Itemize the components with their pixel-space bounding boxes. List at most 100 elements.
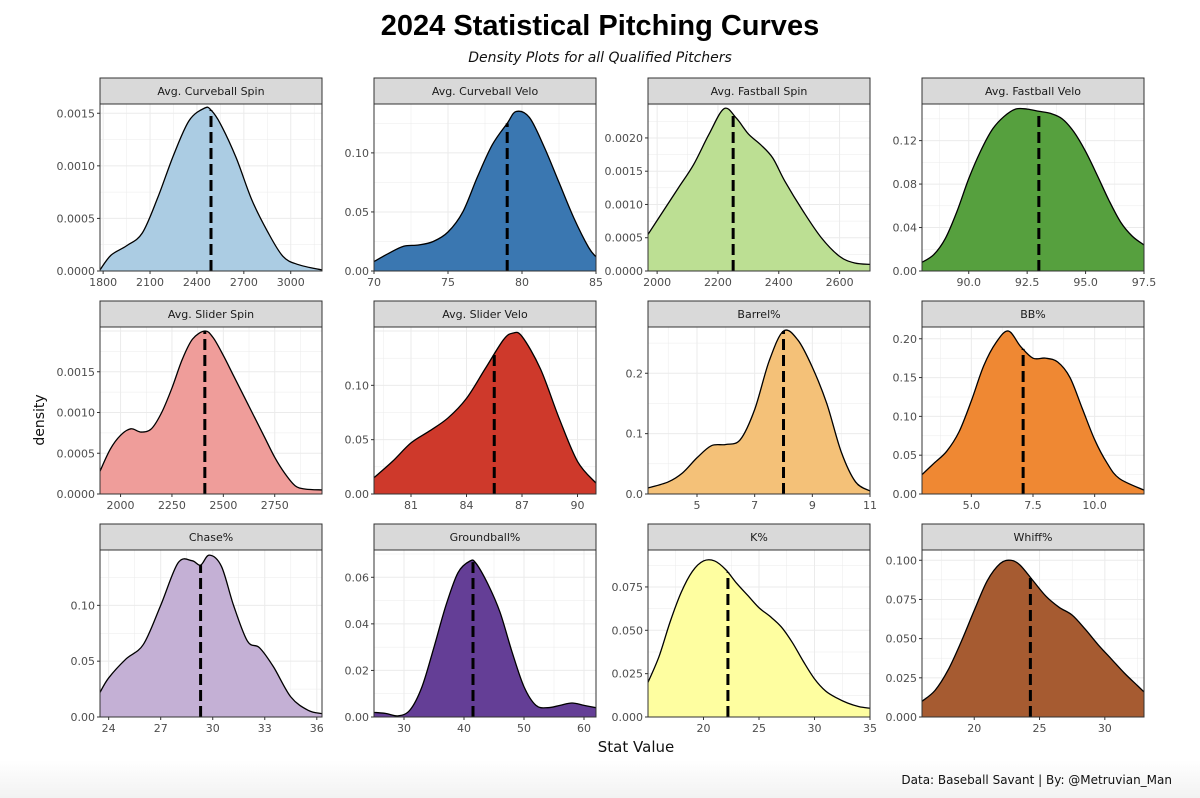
panel-border [99, 103, 323, 272]
y-tick-label: 0.075 [886, 593, 918, 606]
x-tick-label: 81 [404, 499, 418, 512]
x-tick-label: 30 [206, 722, 220, 735]
x-tick-label: 11 [863, 499, 877, 512]
y-tick-label: 0.2 [626, 367, 644, 380]
x-tick-label: 90.0 [956, 276, 981, 289]
x-tick-label: 27 [154, 722, 168, 735]
facet-strip [373, 77, 597, 105]
x-tick-label: 90 [571, 499, 585, 512]
panel-border [921, 103, 1145, 272]
y-tick-label: 0.050 [612, 624, 644, 637]
facet-groundball-pct: Groundball% 0.00 0.02 0.04 0.06 30 40 50 60 [345, 523, 597, 735]
facet-whiff-pct: Whiff% 0.000 0.025 0.050 0.075 0.100 20 25 30 [886, 523, 1145, 735]
facet-strip [373, 300, 597, 328]
facet-avg-fastball-spin: Avg. Fastball Spin 0.0000 0.0005 0.0010 0.00… [605, 77, 871, 289]
density-area [922, 330, 1144, 494]
panel-border [921, 549, 1145, 718]
facet-strip [99, 523, 323, 551]
panel-border [373, 549, 597, 718]
y-tick-label: 0.100 [886, 554, 918, 567]
panel-border [647, 326, 871, 495]
y-tick-label: 0.05 [893, 449, 918, 462]
facet-strip-label: K% [750, 531, 768, 544]
density-area [922, 108, 1144, 271]
x-tick-label: 30 [397, 722, 411, 735]
density-line [648, 329, 870, 492]
facet-strip [921, 523, 1145, 551]
density-line [922, 559, 1144, 702]
y-tick-label: 0.0020 [605, 132, 644, 145]
density-area [374, 111, 596, 271]
y-tick-label: 0.05 [345, 434, 370, 447]
facet-bb-pct: BB% 0.00 0.05 0.10 0.15 0.20 5.0 7.5 10.0 [893, 300, 1145, 512]
facet-strip [99, 77, 323, 105]
density-area [100, 330, 322, 494]
facet-k-pct: K% 0.000 0.025 0.050 0.075 20 25 30 35 [612, 523, 877, 735]
x-tick-label: 92.5 [1015, 276, 1040, 289]
y-tick-label: 0.0010 [57, 160, 96, 173]
y-tick-label: 0.0005 [57, 447, 96, 460]
x-tick-label: 2000 [107, 499, 135, 512]
facet-strip-label: BB% [1020, 308, 1046, 321]
panel-border [373, 103, 597, 272]
facet-strip-label: Chase% [189, 531, 233, 544]
x-tick-label: 80 [515, 276, 529, 289]
x-tick-label: 87 [515, 499, 529, 512]
x-tick-label: 5 [694, 499, 701, 512]
density-area [648, 559, 870, 717]
density-line [648, 107, 870, 265]
y-tick-label: 0.0010 [57, 407, 96, 420]
y-tick-label: 0.075 [612, 581, 644, 594]
caption: Data: Baseball Savant | By: @Metruvian_M… [901, 773, 1172, 787]
y-tick-label: 0.10 [345, 379, 370, 392]
facet-strip [647, 77, 871, 105]
density-line [100, 106, 322, 271]
x-tick-label: 40 [457, 722, 471, 735]
y-tick-label: 0.04 [893, 222, 918, 235]
facet-strip-label: Avg. Fastball Spin [711, 85, 808, 98]
panel-border [99, 549, 323, 718]
panel-border [99, 326, 323, 495]
y-tick-label: 0.05 [345, 206, 370, 219]
facet-strip-label: Avg. Slider Velo [442, 308, 528, 321]
density-area [100, 555, 322, 717]
facet-barrel-pct: Barrel% 0.0 0.1 0.2 5 7 9 11 [626, 300, 877, 512]
x-tick-label: 84 [460, 499, 474, 512]
y-tick-label: 0.15 [893, 372, 918, 385]
density-area [648, 330, 870, 494]
facet-avg-curveball-velo: Avg. Curveball Velo 0.00 0.05 0.10 70 75 80 85 [345, 77, 603, 289]
x-tick-label: 30 [1098, 722, 1112, 735]
y-tick-label: 0.0005 [57, 212, 96, 225]
y-tick-label: 0.0015 [57, 366, 96, 379]
y-tick-label: 0.0005 [605, 232, 644, 245]
facet-avg-slider-velo: Avg. Slider Velo 0.00 0.05 0.10 81 84 87 90 [345, 300, 597, 512]
y-tick-label: 0.00 [345, 711, 370, 724]
facet-strip-label: Groundball% [450, 531, 521, 544]
facet-strip-label: Barrel% [737, 308, 780, 321]
y-tick-label: 0.08 [893, 178, 918, 191]
x-tick-label: 50 [517, 722, 531, 735]
x-tick-label: 7.5 [1024, 499, 1042, 512]
x-tick-label: 2000 [643, 276, 671, 289]
facet-strip-label: Avg. Slider Spin [168, 308, 254, 321]
y-tick-label: 0.0 [626, 488, 644, 501]
density-line [922, 330, 1144, 491]
y-tick-label: 0.0000 [57, 265, 96, 278]
panel-border [647, 103, 871, 272]
density-line [100, 330, 322, 491]
facet-avg-curveball-spin: Avg. Curveball Spin 0.0000 0.0005 0.0010 0.0… [57, 77, 323, 289]
x-tick-label: 70 [367, 276, 381, 289]
density-area [922, 560, 1144, 717]
y-tick-label: 0.025 [612, 668, 644, 681]
x-tick-label: 2200 [704, 276, 732, 289]
facet-avg-slider-spin: Avg. Slider Spin 0.0000 0.0005 0.0010 0.0015… [57, 300, 323, 512]
facet-chase-pct: Chase% 0.00 0.05 0.10 24 27 30 33 36 [71, 523, 324, 735]
facet-strip [373, 523, 597, 551]
density-area [374, 560, 596, 717]
x-tick-label: 1800 [89, 276, 117, 289]
x-tick-label: 25 [752, 722, 766, 735]
x-tick-label: 10.0 [1082, 499, 1107, 512]
x-tick-label: 36 [310, 722, 324, 735]
x-tick-label: 75 [441, 276, 455, 289]
y-tick-label: 0.0000 [57, 488, 96, 501]
